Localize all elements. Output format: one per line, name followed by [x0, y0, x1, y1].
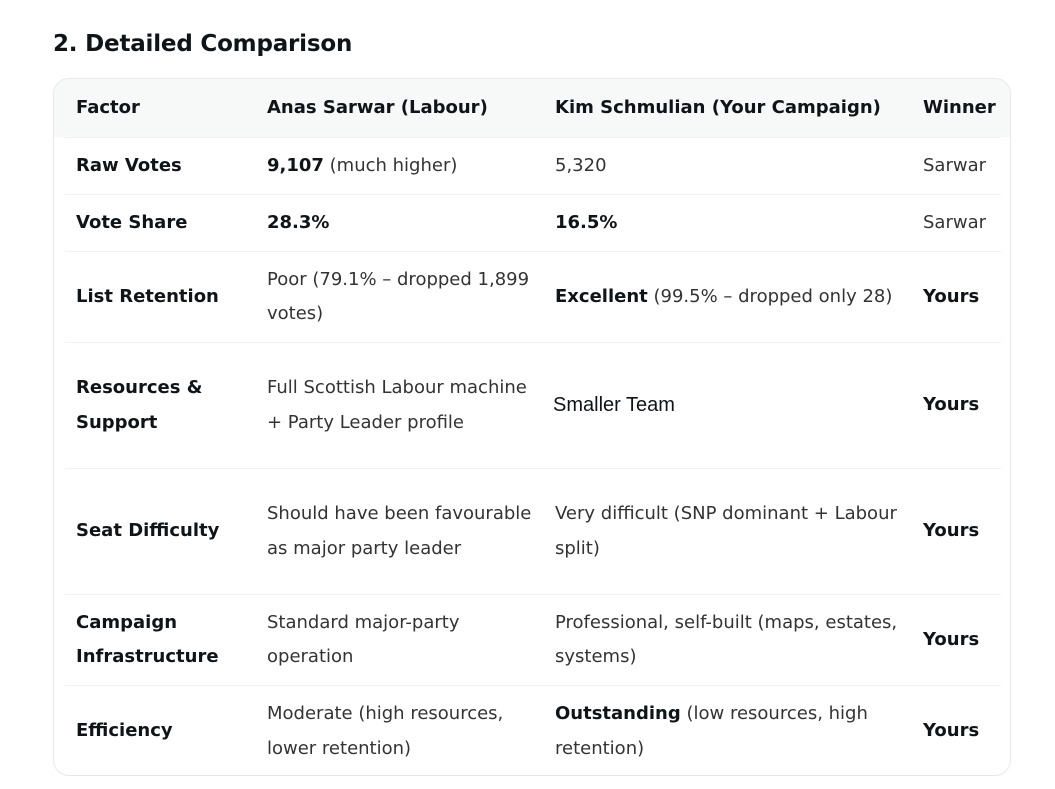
table-header-background	[54, 79, 1010, 137]
cell-sarwar: Should have been favourable as major par…	[256, 468, 544, 595]
cell-sarwar-text: Standard major-party operation	[267, 611, 460, 668]
cell-sarwar-text: Poor (79.1% – dropped 1,899 votes)	[267, 268, 530, 325]
section-heading: 2. Detailed Comparison	[53, 31, 353, 57]
cell-kim: 5,320	[544, 137, 912, 195]
header-sarwar: Anas Sarwar (Labour)	[267, 96, 488, 118]
cell-factor: Raw Votes	[65, 137, 256, 195]
cell-sarwar-text: (much higher)	[323, 154, 458, 176]
cell-sarwar-text: Full Scottish Labour machine + Party Lea…	[267, 377, 527, 433]
table-row: List Retention Poor (79.1% – dropped 1,8…	[65, 251, 1001, 343]
cell-sarwar-bold: 9,107	[267, 154, 324, 176]
cell-factor: Seat Difficulty	[65, 468, 256, 595]
cell-sarwar: Full Scottish Labour machine + Party Lea…	[256, 342, 544, 469]
table-row: Seat Difficulty Should have been favoura…	[65, 468, 1001, 595]
table-row: Resources & Support Full Scottish Labour…	[65, 342, 1001, 469]
header-winner: Winner	[923, 96, 996, 118]
cell-kim-text: 5,320	[555, 154, 607, 176]
cell-kim: 16.5%	[544, 194, 912, 252]
table-row: Efficiency Moderate (high resources, low…	[65, 685, 1001, 775]
cell-kim: Professional, self-built (maps, estates,…	[544, 594, 912, 686]
cell-sarwar: Poor (79.1% – dropped 1,899 votes)	[256, 251, 544, 343]
cell-sarwar-bold: 28.3%	[267, 211, 330, 233]
cell-winner: Sarwar	[912, 137, 1001, 195]
cell-kim-bold: 16.5%	[555, 211, 618, 233]
table-row: Campaign Infrastructure Standard major-p…	[65, 594, 1001, 686]
header-kim: Kim Schmulian (Your Campaign)	[555, 96, 881, 118]
cell-winner: Yours	[912, 468, 1001, 595]
cell-winner: Yours	[912, 685, 1001, 775]
cell-kim-text: Very difficult (SNP dominant + Labour sp…	[555, 503, 897, 559]
cell-kim-text: (99.5% – dropped only 28)	[647, 285, 893, 307]
cell-winner: Yours	[912, 342, 1001, 469]
cell-kim-text: (low resources, high retention)	[555, 703, 868, 759]
cell-kim-bold: Excellent	[555, 285, 648, 307]
table-header-row: Factor Anas Sarwar (Labour) Kim Schmulia…	[65, 79, 1001, 138]
cell-sarwar: 28.3%	[256, 194, 544, 252]
cell-sarwar-text: Moderate (high resources, lower retentio…	[267, 703, 504, 759]
cell-kim-text: Smaller Team	[553, 393, 675, 416]
cell-factor: Resources & Support	[65, 342, 256, 469]
cell-kim-bold: Outstanding	[555, 703, 681, 724]
comparison-table: Factor Anas Sarwar (Labour) Kim Schmulia…	[53, 78, 1011, 776]
header-factor: Factor	[76, 96, 140, 118]
cell-kim: Smaller Team	[544, 342, 912, 469]
cell-factor: Efficiency	[65, 685, 256, 775]
cell-kim: Very difficult (SNP dominant + Labour sp…	[544, 468, 912, 595]
cell-factor: List Retention	[65, 251, 256, 343]
cell-sarwar: Moderate (high resources, lower retentio…	[256, 685, 544, 775]
cell-sarwar-text: Should have been favourable as major par…	[267, 503, 532, 559]
table-row: Vote Share 28.3% 16.5% Sarwar	[65, 194, 1001, 252]
cell-sarwar: Standard major-party operation	[256, 594, 544, 686]
cell-winner: Sarwar	[912, 194, 1001, 252]
cell-sarwar: 9,107 (much higher)	[256, 137, 544, 195]
cell-winner: Yours	[912, 594, 1001, 686]
cell-kim: Excellent (99.5% – dropped only 28)	[544, 251, 912, 343]
table-row: Raw Votes 9,107 (much higher) 5,320 Sarw…	[65, 137, 1001, 195]
cell-factor: Campaign Infrastructure	[65, 594, 256, 686]
cell-kim: Outstanding (low resources, high retenti…	[544, 685, 912, 775]
cell-factor: Vote Share	[65, 194, 256, 252]
cell-winner: Yours	[912, 251, 1001, 343]
cell-kim-text: Professional, self-built (maps, estates,…	[555, 611, 898, 668]
